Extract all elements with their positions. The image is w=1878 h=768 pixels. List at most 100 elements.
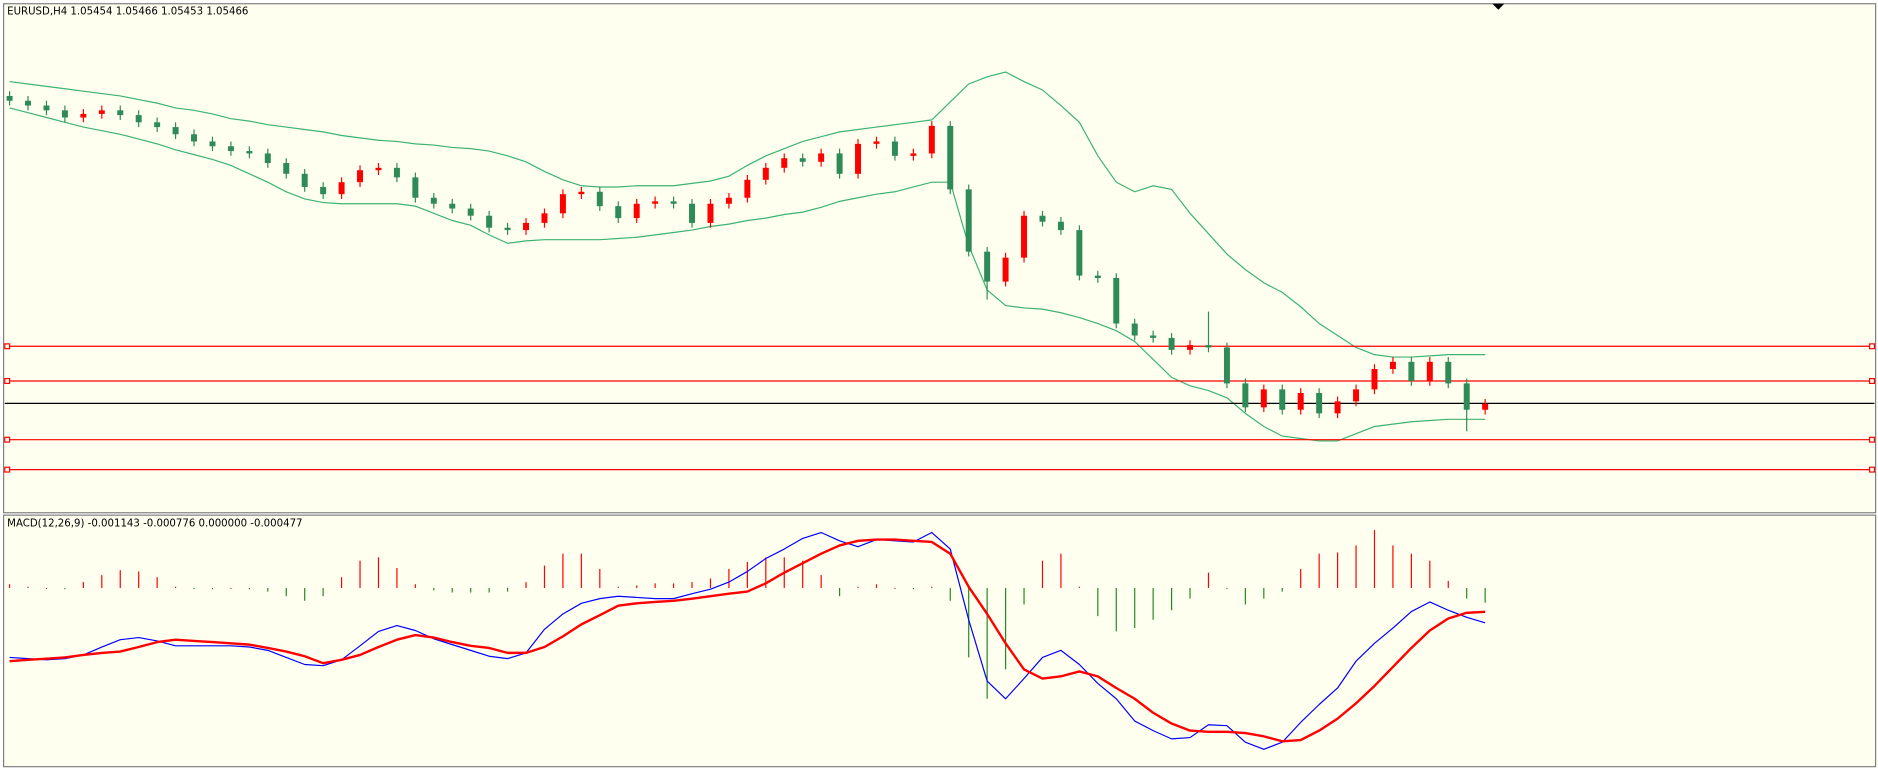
candle-body: [1039, 215, 1046, 222]
bollinger-lower: [9, 107, 1486, 442]
candle-body: [1168, 337, 1175, 350]
macd-line: [9, 538, 1486, 743]
shift-marker: [1492, 3, 1505, 10]
candle-body: [559, 194, 566, 214]
candle-body: [264, 153, 271, 164]
candle-body: [707, 203, 714, 223]
candle-body: [117, 110, 124, 116]
candle-body: [191, 134, 198, 142]
candle-body: [725, 197, 732, 204]
macd-line: [9, 531, 1486, 750]
macd-pane: [2, 514, 1877, 768]
candle-body: [43, 105, 50, 111]
candle-body: [61, 110, 68, 118]
candle-body: [375, 167, 382, 171]
candle-body: [1076, 230, 1083, 276]
candle-body: [430, 197, 437, 204]
level-handle: [4, 436, 11, 443]
candle-body: [762, 167, 769, 180]
candle-body: [1113, 278, 1120, 324]
candle-body: [98, 110, 105, 114]
candle-body: [947, 125, 954, 190]
candle-body: [1205, 345, 1212, 348]
candle-body: [615, 206, 622, 219]
candle-body: [855, 143, 862, 174]
candle-body: [1131, 323, 1138, 336]
candle-body: [283, 163, 290, 174]
candle-body: [25, 100, 32, 106]
candle-body: [744, 179, 751, 198]
candle-body: [670, 201, 677, 204]
candle-body: [1260, 389, 1267, 408]
candle-body: [1482, 403, 1489, 410]
candle-body: [836, 153, 843, 174]
candle-body: [357, 170, 364, 183]
candle-body: [301, 173, 308, 187]
candle-body: [1463, 383, 1470, 410]
candle-body: [486, 215, 493, 228]
candle-body: [965, 189, 972, 252]
candle-body: [578, 191, 585, 195]
candle-body: [1445, 361, 1452, 384]
level-handle: [1869, 466, 1876, 473]
candle-body: [393, 167, 400, 178]
candle-body: [467, 208, 474, 216]
level-handle: [1869, 343, 1876, 350]
candle-body: [541, 213, 548, 223]
candle-body: [449, 203, 456, 209]
level-handle: [1869, 378, 1876, 384]
candle-body: [1242, 383, 1249, 408]
candle-body: [1389, 361, 1396, 370]
candle-body: [781, 158, 788, 168]
candle-body: [1334, 401, 1341, 414]
candle-body: [1353, 389, 1360, 402]
candle-body: [1426, 361, 1433, 382]
candle-body: [135, 115, 142, 123]
candle-body: [652, 201, 659, 204]
candle-body: [338, 182, 345, 195]
candle-body: [1150, 335, 1157, 338]
candle-body: [1057, 221, 1064, 231]
price-pane-title: EURUSD,H4 1.05454 1.05466 1.05453 1.0546…: [7, 7, 248, 18]
candle-body: [984, 251, 991, 282]
candle-body: [1408, 361, 1415, 382]
bollinger-upper: [9, 71, 1486, 358]
price-pane: [2, 3, 1877, 514]
level-handle: [4, 466, 11, 473]
candle-body: [818, 153, 825, 162]
candle-body: [320, 186, 327, 195]
candle-body: [1094, 275, 1101, 279]
candle-body: [1187, 345, 1194, 350]
candle-body: [910, 153, 917, 156]
candle-body: [504, 227, 511, 231]
candle-body: [412, 177, 419, 198]
candle-body: [227, 146, 234, 152]
level-handle: [4, 343, 11, 350]
candle-body: [873, 141, 880, 144]
macd-pane-title: MACD(12,26,9) -0.001143 -0.000776 0.0000…: [7, 519, 302, 530]
candle-body: [1002, 257, 1009, 282]
candle-body: [1223, 347, 1230, 384]
candle-body: [6, 95, 13, 101]
candle-body: [209, 141, 216, 147]
candle-body: [1279, 389, 1286, 410]
candle-body: [1297, 392, 1304, 410]
candle-body: [1316, 392, 1323, 414]
candle-body: [246, 151, 253, 154]
candle-body: [799, 158, 806, 162]
candle-body: [891, 141, 898, 156]
candle-body: [689, 203, 696, 223]
candle-body: [1021, 215, 1028, 258]
candle-body: [172, 127, 179, 135]
level-handle: [1869, 436, 1876, 443]
candle-body: [596, 191, 603, 207]
candle-body: [928, 125, 935, 154]
candle-body: [523, 222, 530, 231]
candle-body: [80, 113, 87, 118]
candle-body: [154, 122, 161, 128]
candle-body: [1371, 369, 1378, 390]
level-handle: [4, 378, 11, 384]
candle-body: [633, 203, 640, 219]
